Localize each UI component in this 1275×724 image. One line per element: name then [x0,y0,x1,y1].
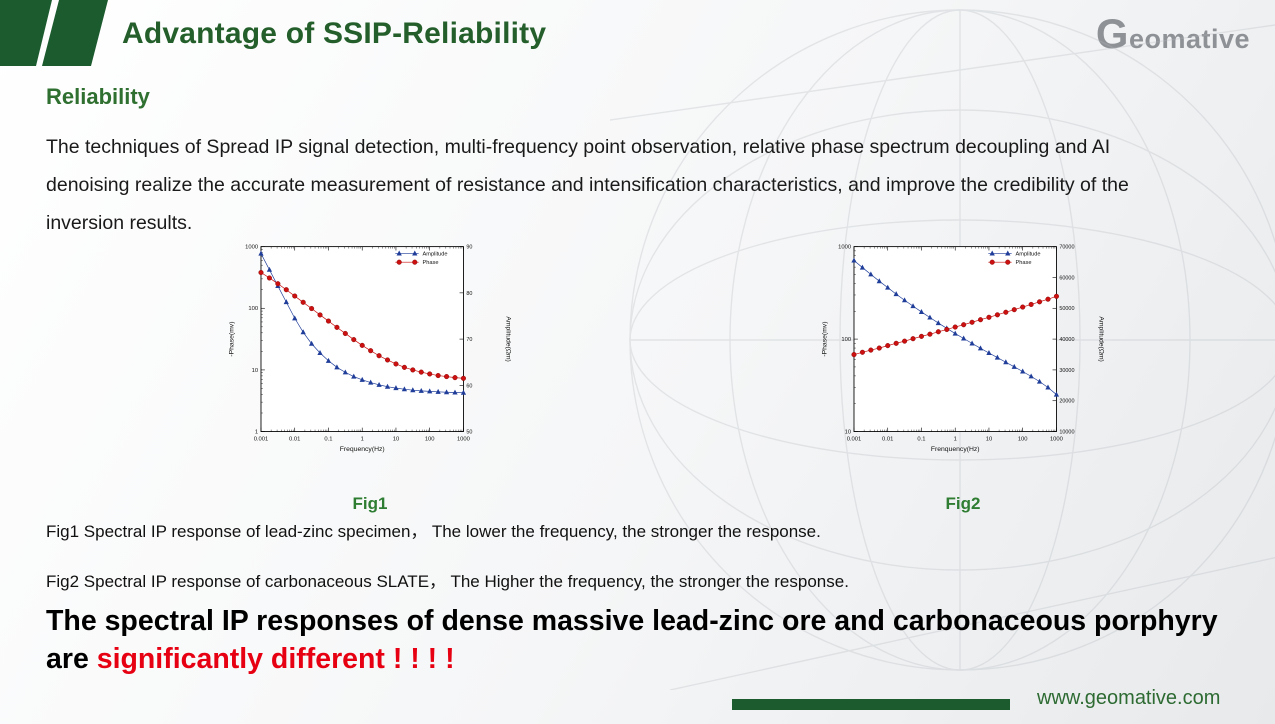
svg-text:0.1: 0.1 [324,436,332,442]
svg-text:-Phase(mv): -Phase(mv) [822,322,829,357]
fig2-label: Fig2 [945,494,981,513]
svg-text:Amplitude(Ωm): Amplitude(Ωm) [504,316,511,362]
header-accent-slash [42,0,108,66]
svg-text:0.1: 0.1 [917,436,925,442]
svg-text:40000: 40000 [1059,337,1074,343]
svg-text:50000: 50000 [1059,306,1074,312]
header-accent-block [0,0,52,66]
svg-text:1: 1 [361,436,364,442]
svg-text:60: 60 [466,383,472,389]
svg-text:Phase: Phase [423,260,439,266]
svg-text:Frequency(Hz): Frequency(Hz) [340,446,385,453]
page-title: Advantage of SSIP-Reliability [122,17,547,50]
svg-text:10: 10 [845,430,852,436]
fig1-label: Fig1 [352,494,388,513]
fig2-chart: 0.001 0.01 0.1 1 10 100 1000 10 100 1000 10000 2000… [817,233,1109,476]
svg-text:100: 100 [1018,436,1028,442]
conclusion-red-part: significantly different ! ! ! ! [96,643,455,675]
svg-text:100: 100 [248,306,258,312]
svg-text:70: 70 [466,337,472,343]
svg-text:Amplitude: Amplitude [423,251,448,257]
svg-text:1000: 1000 [245,245,259,251]
svg-text:0.01: 0.01 [289,436,300,442]
svg-text:0.001: 0.001 [254,436,269,442]
svg-text:30000: 30000 [1059,368,1074,374]
body-paragraph: The techniques of Spread IP signal detec… [46,136,1129,234]
svg-text:0.01: 0.01 [882,436,893,442]
svg-text:100: 100 [841,337,851,343]
svg-text:10: 10 [252,368,259,374]
svg-text:100: 100 [425,436,435,442]
fig1-chart: 0.001 0.01 0.1 1 10 100 1000 1 10 100 1000 50 60 70 80… [224,233,516,476]
svg-text:50: 50 [466,430,472,436]
svg-text:70000: 70000 [1059,245,1074,251]
svg-text:1: 1 [954,436,957,442]
svg-text:1000: 1000 [1050,436,1064,442]
svg-text:0.001: 0.001 [847,436,862,442]
conclusion-text: The spectral IP responses of dense massi… [46,602,1260,678]
svg-text:60000: 60000 [1059,275,1074,281]
fig1-caption: Fig1 Spectral IP response of lead-zinc s… [46,522,821,541]
svg-text:10: 10 [393,436,400,442]
svg-text:Phase: Phase [1016,260,1032,266]
svg-text:-Phase(mv): -Phase(mv) [229,322,236,357]
svg-text:1000: 1000 [457,436,471,442]
svg-text:10000: 10000 [1059,430,1074,436]
svg-text:90: 90 [466,245,472,251]
svg-text:Frenquency(Hz): Frenquency(Hz) [931,446,980,453]
footer-bar [732,699,1010,710]
footer-url: www.geomative.com [1037,687,1221,709]
conclusion-black-part: The spectral IP responses of dense massi… [46,605,1218,675]
svg-text:10: 10 [986,436,993,442]
svg-text:80: 80 [466,291,472,297]
fig2-caption: Fig2 Spectral IP response of carbonaceou… [46,572,849,591]
section-heading: Reliability [46,84,150,109]
geomative-logo: Geomative [1095,10,1250,57]
svg-text:Amplitude(Ωm): Amplitude(Ωm) [1097,316,1104,362]
svg-text:1000: 1000 [838,245,852,251]
svg-text:1: 1 [255,430,258,436]
svg-text:Amplitude: Amplitude [1016,251,1041,257]
svg-text:20000: 20000 [1059,399,1074,405]
